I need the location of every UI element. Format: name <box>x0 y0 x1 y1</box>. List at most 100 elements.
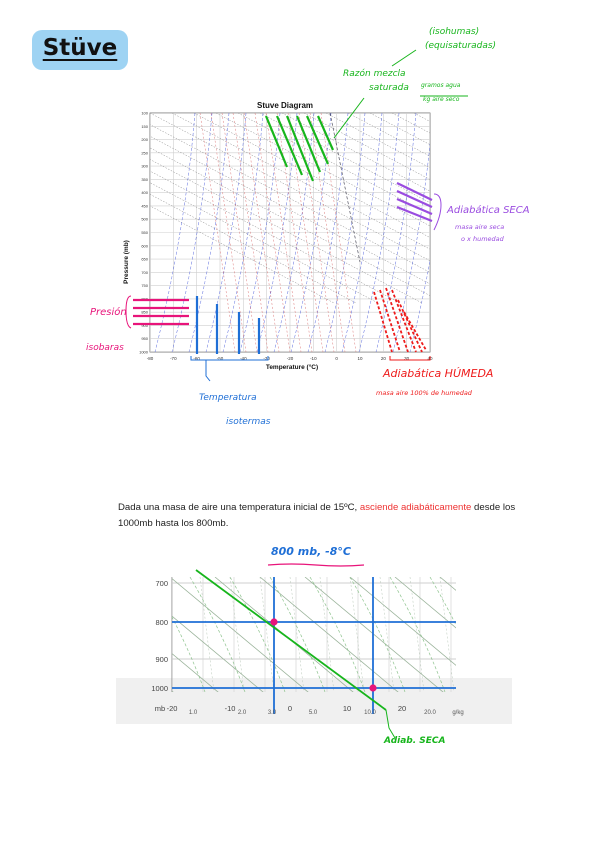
mixing-ratio-line <box>243 113 280 352</box>
dry-ascent-path <box>195 569 387 711</box>
y-tick-label: 950 <box>141 336 148 341</box>
upper-plot-area: -80 -70 -60 -50 -40 -30 -20 -10 0 10 20 30 401001502… <box>139 111 433 362</box>
lower-pressure-unit: mb <box>155 704 165 713</box>
moist-adiabat-line <box>205 113 247 352</box>
green-pointer-arrow <box>391 49 417 67</box>
mixing-ratio-line <box>210 113 247 352</box>
lower-moist-adiabat <box>349 577 406 692</box>
lower-y-tick-label: 1000 <box>151 684 168 693</box>
x-tick-label: -60 <box>193 356 200 361</box>
lower-diagram-layer: 700 800 900 1000 -20 -10 0 10 20 1.0 2.0 3.0 5.0 10.0… <box>116 569 565 739</box>
lower-moist-adiabat <box>470 577 525 692</box>
lower-dry-adiabat <box>172 653 219 692</box>
isobaras-label: isobaras <box>86 343 124 353</box>
y-tick-label: 800 <box>141 296 148 301</box>
y-tick-label: 450 <box>141 203 148 208</box>
lower-moist-adiabat <box>172 616 206 692</box>
moist-adiabat-line <box>171 113 213 352</box>
problem-statement: Dada una masa de aire una temperatura in… <box>118 500 538 532</box>
y-tick-label: 200 <box>141 137 148 142</box>
lower-mix-tick-label: 5.0 <box>309 710 318 716</box>
adiab-pointer <box>385 709 396 739</box>
lower-mix-tick-label: 2.0 <box>238 710 247 716</box>
dry-adiabat-line <box>150 205 335 304</box>
lower-mixing-ratio-line <box>199 577 215 692</box>
isohume-guide-line <box>329 113 361 263</box>
moist-adiabat-line <box>341 113 383 352</box>
x-tick-label: 30 <box>404 356 410 361</box>
blue-bracket <box>190 356 269 361</box>
pink-marker-strokes <box>133 298 189 326</box>
moist-adiabat-line <box>290 113 332 352</box>
mixing-ratio-line <box>199 113 236 352</box>
y-tick-label: 750 <box>141 283 148 288</box>
lower-mixing-ratio-line <box>470 577 484 692</box>
mixing-ratio-line <box>221 113 258 352</box>
lower-mixing-ratio-line <box>229 577 245 692</box>
lower-mix-tick-label: 3.0 <box>268 710 277 716</box>
mixing-ratio-line <box>232 113 269 352</box>
lower-temp-tick-label: -20 <box>167 704 178 713</box>
x-tick-label: -10 <box>310 356 317 361</box>
statement-text-2: desde los 1000mb hasta los 800mb. <box>118 502 516 529</box>
lower-mixing-ratio-line <box>259 577 275 692</box>
temperatura-label: Temperatura <box>199 393 257 403</box>
dry-adiabat-line <box>150 147 430 296</box>
lower-mix-tick-label: 20.0 <box>424 710 436 716</box>
mixing-ratio-line <box>254 113 291 352</box>
presion-label: Presión <box>90 307 127 318</box>
y-tick-label: 300 <box>141 164 148 169</box>
dry-adiabat-line <box>150 135 430 285</box>
dry-adiabat-line <box>150 193 357 304</box>
mixing-ratio-line <box>298 113 335 352</box>
saturada-label: saturada <box>369 83 409 93</box>
y-tick-label: 400 <box>141 190 148 195</box>
statement-highlight: asciende adiabáticamente <box>359 502 472 513</box>
purple-marker-strokes <box>396 182 433 223</box>
x-tick-label: 10 <box>357 356 363 361</box>
mixing-ratio-line <box>287 113 324 352</box>
lower-mixing-ratio-line <box>289 577 305 692</box>
y-tick-label: 1000 <box>139 350 149 355</box>
y-tick-label: 700 <box>141 270 148 275</box>
upper-chart-xlabel: Temperature (°C) <box>266 363 318 371</box>
page-title: Stüve <box>42 35 118 61</box>
purple-brace <box>433 193 442 231</box>
y-tick-label: 550 <box>141 230 148 235</box>
moist-adiabat-line <box>307 113 349 352</box>
lower-temp-tick-label: -10 <box>225 704 236 713</box>
x-tick-label: -40 <box>240 356 247 361</box>
green-pointer-line <box>333 97 365 139</box>
lower-moist-adiabat <box>309 577 366 692</box>
x-tick-label: 20 <box>381 356 387 361</box>
adiabatica-seca-label: Adiabática SECA <box>447 205 530 216</box>
x-tick-label: 0 <box>335 356 338 361</box>
x-tick-label: -80 <box>147 356 154 361</box>
moist-adiabat-line <box>154 113 196 352</box>
upper-diagram-layer: Stuve Diagram -80 -70 -60 -50 -40 -30 -20 -10 0 1… <box>123 49 468 382</box>
lower-mixing-ratio-line <box>379 577 395 692</box>
lower-moist-adiabat <box>189 577 246 692</box>
green-marker-strokes <box>264 115 335 182</box>
x-tick-label: -20 <box>287 356 294 361</box>
y-tick-label: 900 <box>141 323 148 328</box>
moist-adiabat-line <box>273 113 315 352</box>
title-badge: Stüve <box>32 30 128 70</box>
red-marker-strokes <box>373 287 427 353</box>
y-tick-label: 250 <box>141 150 148 155</box>
y-tick-label: 350 <box>141 177 148 182</box>
lower-dry-adiabat <box>172 615 264 692</box>
gramos-agua-label: gramos agua <box>421 82 461 89</box>
equisaturadas-label: (equisaturadas) <box>425 41 497 51</box>
lower-dry-adiabat <box>259 577 399 692</box>
blue-arrow <box>205 360 211 382</box>
lower-y-tick-label: 900 <box>155 655 168 664</box>
y-tick-label: 650 <box>141 257 148 262</box>
y-tick-label: 600 <box>141 243 148 248</box>
lower-y-tick-label: 800 <box>155 618 168 627</box>
lower-mixing-ratio-line <box>349 577 365 692</box>
lower-moist-adiabat <box>510 577 565 692</box>
upper-chart-ylabel: Pressure (mb) <box>123 240 130 284</box>
seca-note-2: o x humedad <box>461 235 504 243</box>
lower-dry-adiabat <box>172 578 309 692</box>
